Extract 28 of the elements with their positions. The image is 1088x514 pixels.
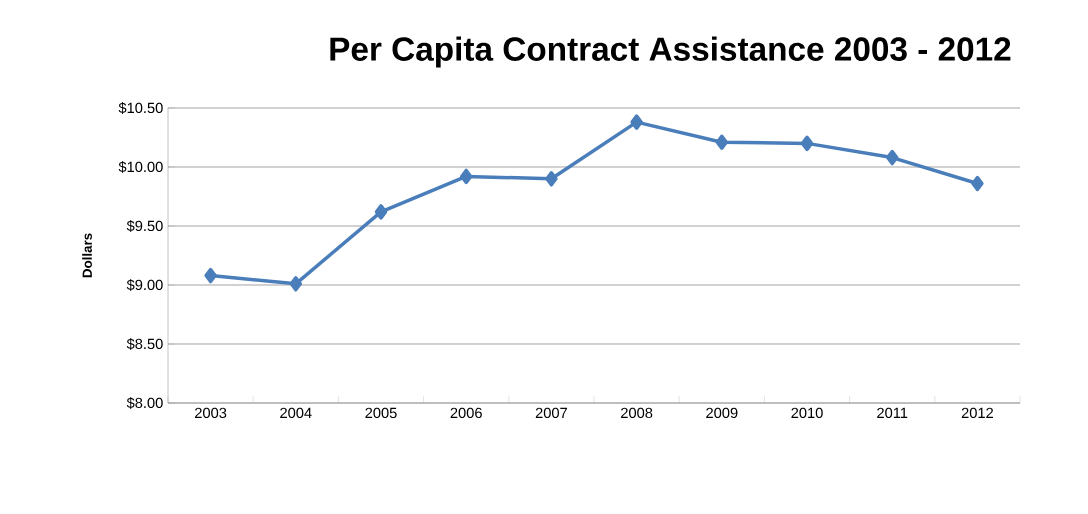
point xyxy=(459,168,473,185)
x-tick-label: 2010 xyxy=(791,407,823,419)
x-tick-label: 2011 xyxy=(877,407,908,419)
y-tick-label: $8.00 xyxy=(126,397,163,409)
x-tick-label: 2005 xyxy=(365,407,397,419)
point xyxy=(289,276,303,292)
y-tick-label: $8.50 xyxy=(126,338,163,350)
point xyxy=(545,171,558,187)
y-tick-label: $10.00 xyxy=(118,161,163,173)
x-tick-label: 2004 xyxy=(280,407,312,419)
point xyxy=(715,134,729,150)
y-axis-title: Dollars xyxy=(82,233,92,278)
y-tick-label: $9.50 xyxy=(126,220,163,232)
point xyxy=(374,204,388,220)
point xyxy=(971,175,984,192)
point xyxy=(630,114,643,130)
x-tick-label: 2006 xyxy=(450,407,482,419)
x-tick-label: 2003 xyxy=(195,407,227,419)
x-tick-label: 2007 xyxy=(535,407,567,419)
x-tick-label: 2012 xyxy=(961,407,993,419)
point xyxy=(800,135,814,152)
y-tick-label: $10.50 xyxy=(118,102,163,114)
point xyxy=(204,267,217,284)
chart-title: Per Capita Contract Assistance 2003 - 2012 xyxy=(330,36,1011,68)
x-tick-label: 2009 xyxy=(706,407,738,419)
x-tick-label: 2008 xyxy=(621,407,653,419)
y-tick-label: $9.00 xyxy=(126,279,163,291)
point xyxy=(885,149,899,166)
